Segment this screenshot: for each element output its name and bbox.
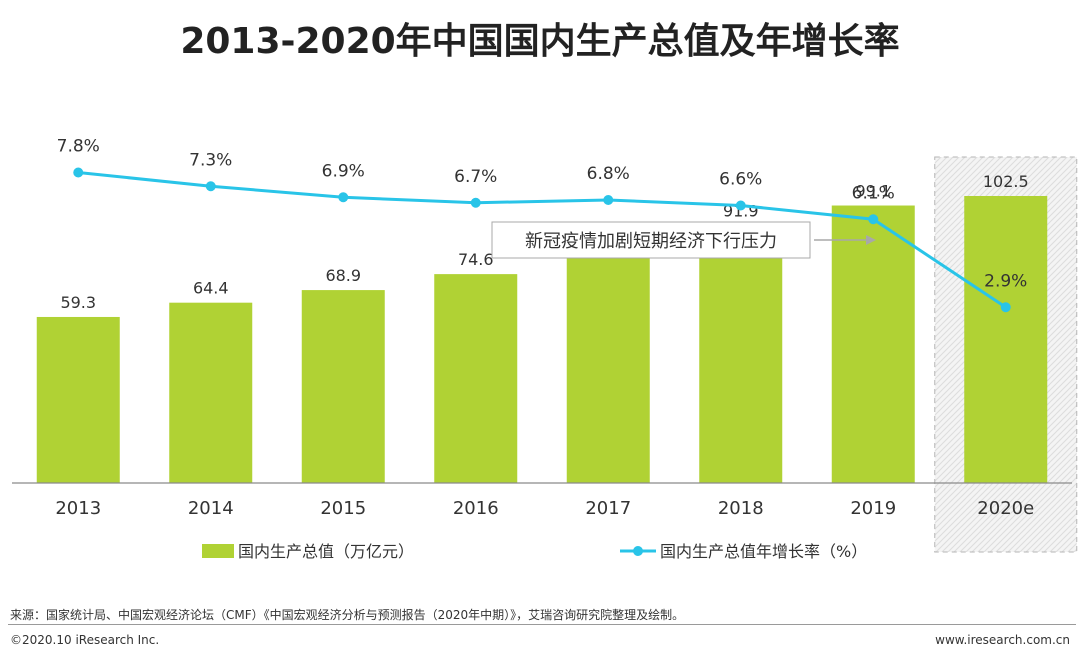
bar-2020e bbox=[964, 196, 1048, 483]
growth-point-2018 bbox=[735, 200, 746, 211]
bar-2018 bbox=[699, 225, 783, 483]
x-tick-label-2020e: 2020e bbox=[977, 498, 1034, 519]
footer-divider bbox=[8, 624, 1076, 625]
growth-point-2014 bbox=[205, 181, 216, 192]
annotation-arrowhead bbox=[866, 235, 876, 245]
source-note: 来源：国家统计局、中国宏观经济论坛（CMF）《中国宏观经济分析与预测报告（202… bbox=[10, 608, 685, 622]
growth-point-2019 bbox=[868, 214, 879, 225]
x-tick-label-2016: 2016 bbox=[453, 498, 499, 519]
legend-line-marker bbox=[633, 546, 643, 556]
chart-title: 2013-2020年中国国内生产总值及年增长率 bbox=[180, 21, 900, 62]
bar-2013 bbox=[36, 316, 120, 483]
growth-label-2013: 7.8% bbox=[57, 137, 100, 157]
growth-label-2020e: 2.9% bbox=[984, 271, 1027, 291]
bar-2016 bbox=[434, 274, 518, 483]
growth-point-2013 bbox=[73, 167, 84, 178]
x-tick-label-2013: 2013 bbox=[55, 498, 101, 519]
growth-label-2018: 6.6% bbox=[719, 170, 762, 190]
x-tick-label-2015: 2015 bbox=[320, 498, 366, 519]
growth-point-2020e bbox=[1000, 302, 1011, 313]
legend-bar-label: 国内生产总值（万亿元） bbox=[238, 542, 414, 561]
growth-label-2016: 6.7% bbox=[454, 167, 497, 187]
growth-label-2017: 6.8% bbox=[587, 164, 630, 184]
growth-point-2015 bbox=[338, 192, 349, 203]
x-tick-label-2019: 2019 bbox=[850, 498, 896, 519]
bar-2015 bbox=[301, 290, 385, 483]
bar-label-2019: 99.1 bbox=[855, 182, 891, 201]
legend-bar-swatch bbox=[202, 544, 234, 558]
growth-rate-line bbox=[78, 171, 1007, 309]
growth-label-2014: 7.3% bbox=[189, 150, 232, 170]
x-tick-label-2014: 2014 bbox=[188, 498, 234, 519]
bar-2014 bbox=[169, 302, 253, 483]
copyright: ©2020.10 iResearch Inc. bbox=[10, 633, 160, 647]
annotation-box bbox=[491, 221, 811, 259]
bar-label-2014: 64.4 bbox=[193, 279, 229, 298]
annotation-text: 新冠疫情加剧短期经济下行压力 bbox=[525, 231, 777, 252]
growth-label-2019: 6.1% bbox=[852, 183, 895, 203]
legend-line-label: 国内生产总值年增长率（%） bbox=[660, 542, 867, 561]
bar-2019 bbox=[831, 205, 915, 483]
growth-point-2016 bbox=[470, 197, 481, 208]
growth-point-2017 bbox=[603, 195, 614, 205]
x-tick-label-2018: 2018 bbox=[718, 498, 764, 519]
bar-label-2015: 68.9 bbox=[325, 266, 361, 285]
bar-2017 bbox=[566, 250, 650, 483]
growth-label-2015: 6.9% bbox=[322, 161, 365, 181]
x-tick-label-2017: 2017 bbox=[585, 498, 631, 519]
bar-label-2020e: 102.5 bbox=[983, 172, 1029, 191]
bar-label-2016: 74.6 bbox=[458, 250, 494, 269]
bar-label-2013: 59.3 bbox=[60, 293, 96, 312]
site-url: www.iresearch.com.cn bbox=[935, 633, 1070, 647]
